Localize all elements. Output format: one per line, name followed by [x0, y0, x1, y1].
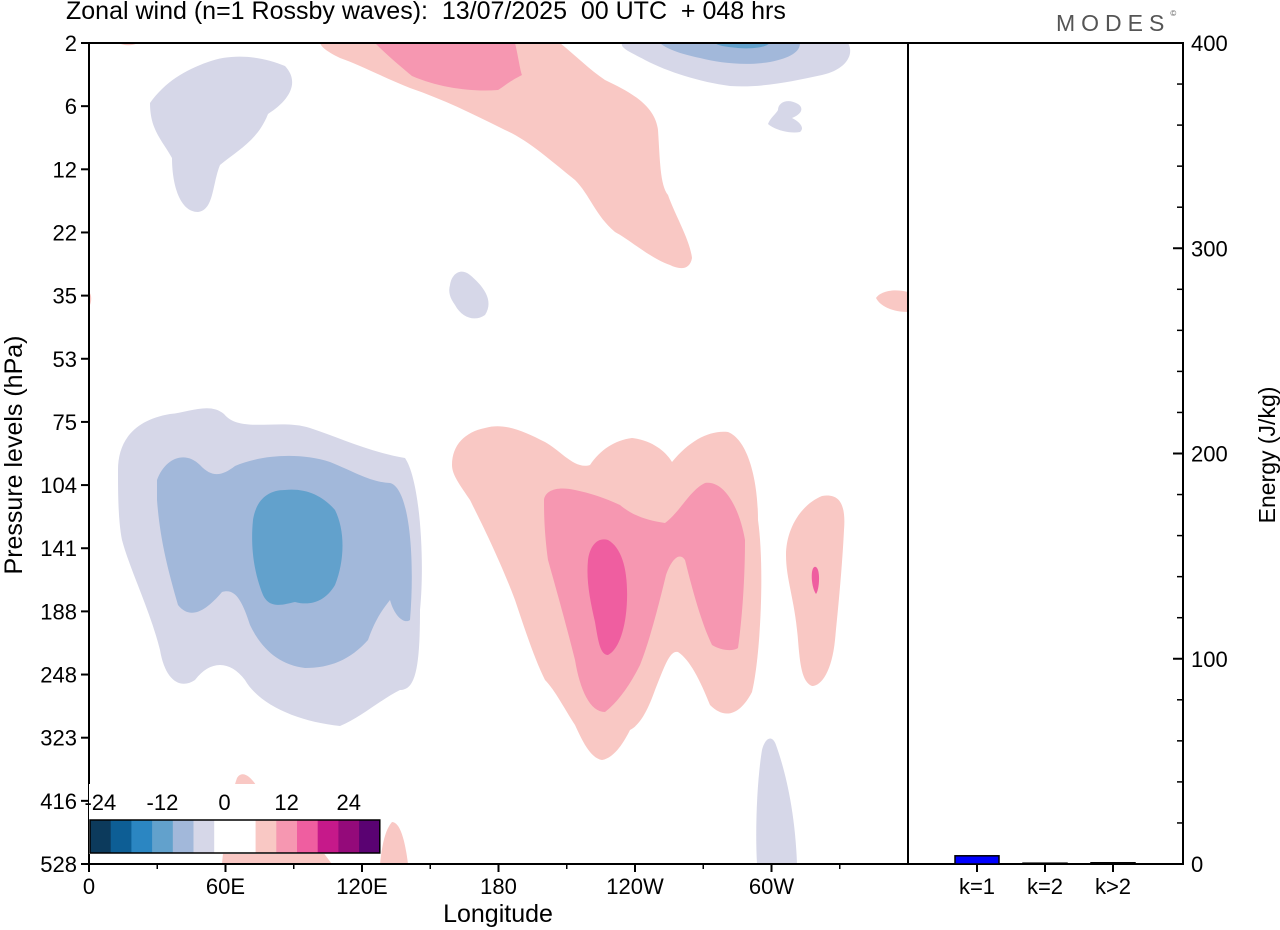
contour-region	[150, 56, 293, 212]
contour-region	[449, 271, 489, 319]
energy-tick-label: 200	[1191, 442, 1228, 467]
colorbar-tick-label: 0	[218, 790, 230, 815]
logo-text: MODES	[1056, 10, 1171, 36]
x-tick-label: 120E	[336, 874, 387, 899]
x-tick-label: 60E	[206, 874, 245, 899]
contour-region	[252, 489, 343, 605]
energy-tick-label: 0	[1191, 852, 1203, 877]
energy-tick-label: 100	[1191, 647, 1228, 672]
colorbar-swatch	[359, 820, 381, 853]
y-tick-label: 188	[40, 599, 77, 624]
energy-bars: k=1 k=2 k>2	[954, 855, 1136, 899]
y-tick-label: 104	[40, 473, 77, 498]
longitude-axis: 0 60E 120E 180 120W 60W	[83, 864, 841, 899]
y-tick-label: 53	[53, 347, 77, 372]
contour-region	[660, 43, 800, 64]
energy-tick-label: 300	[1191, 236, 1228, 261]
energy-bar-label: k>2	[1095, 874, 1131, 899]
energy-axis-label: Energy (J/kg)	[1254, 387, 1280, 524]
colorbar-swatch	[110, 820, 132, 853]
energy-tick-label: 400	[1191, 31, 1228, 56]
y-tick-label: 2	[65, 31, 77, 56]
energy-bar-label: k=1	[959, 874, 995, 899]
y-tick-label: 141	[40, 536, 77, 561]
colorbar-swatch	[193, 820, 215, 853]
y-tick-label: 323	[40, 726, 77, 751]
y-tick-label: 35	[53, 284, 77, 309]
y-tick-label: 75	[53, 410, 77, 435]
contour-region	[380, 822, 408, 864]
y-tick-label: 416	[40, 789, 77, 814]
colorbar-tick-label: 24	[337, 790, 361, 815]
x-tick-label: 180	[480, 874, 517, 899]
colorbar-tick-label: -12	[147, 790, 179, 815]
colorbar-tick-label: -24	[84, 790, 116, 815]
colorbar-swatch	[90, 820, 112, 853]
colorbar-swatch	[234, 820, 257, 853]
energy-bar	[1090, 862, 1136, 865]
energy-bar	[954, 855, 1000, 865]
colorbar-tick-label: 12	[274, 790, 298, 815]
contour-region	[320, 43, 692, 269]
y-tick-label: 248	[40, 663, 77, 688]
pressure-axis: 2 6 12 22 35 53 75 104 141 188 248 323 416 528	[40, 31, 89, 877]
colorbar-swatch	[214, 820, 236, 853]
logo-mark: ©	[1170, 9, 1177, 19]
contour-region	[375, 43, 522, 91]
contour-fill-layer	[89, 43, 908, 864]
y-tick-label: 22	[53, 220, 77, 245]
contour-region	[756, 738, 797, 864]
x-tick-label: 120W	[606, 874, 664, 899]
energy-bar-label: k=2	[1027, 874, 1063, 899]
colorbar-swatch	[131, 820, 153, 853]
contour-region	[876, 290, 908, 312]
colorbar-frame	[89, 819, 381, 854]
x-axis-label: Longitude	[443, 900, 553, 928]
contour-region	[587, 539, 628, 655]
colorbar-swatch	[172, 820, 194, 853]
colorbar-swatch	[338, 820, 360, 853]
contour-region	[811, 566, 820, 594]
x-tick-label: 60W	[749, 874, 794, 899]
energy-axis: 0 100 200 300 400	[1173, 31, 1228, 877]
chart-title: Zonal wind (n=1 Rossby waves): 13/07/202…	[66, 0, 786, 25]
y-tick-label: 528	[40, 852, 77, 877]
energy-panel-frame	[907, 42, 1184, 865]
y-tick-label: 12	[53, 157, 77, 182]
modes-logo: MODES©	[1056, 9, 1177, 37]
colorbar-swatch	[276, 820, 298, 853]
colorbar-swatch	[152, 820, 174, 853]
y-tick-label: 6	[65, 94, 77, 119]
colorbar-swatch	[255, 820, 277, 853]
x-tick-label: 0	[83, 874, 95, 899]
contour-region	[715, 43, 770, 49]
contour-region	[768, 101, 803, 133]
colorbar: -24 -12 0 12 24	[84, 784, 381, 854]
colorbar-swatch	[317, 820, 339, 853]
y-axis-label: Pressure levels (hPa)	[0, 336, 28, 575]
contour-region	[544, 482, 745, 712]
colorbar-swatch	[297, 820, 319, 853]
